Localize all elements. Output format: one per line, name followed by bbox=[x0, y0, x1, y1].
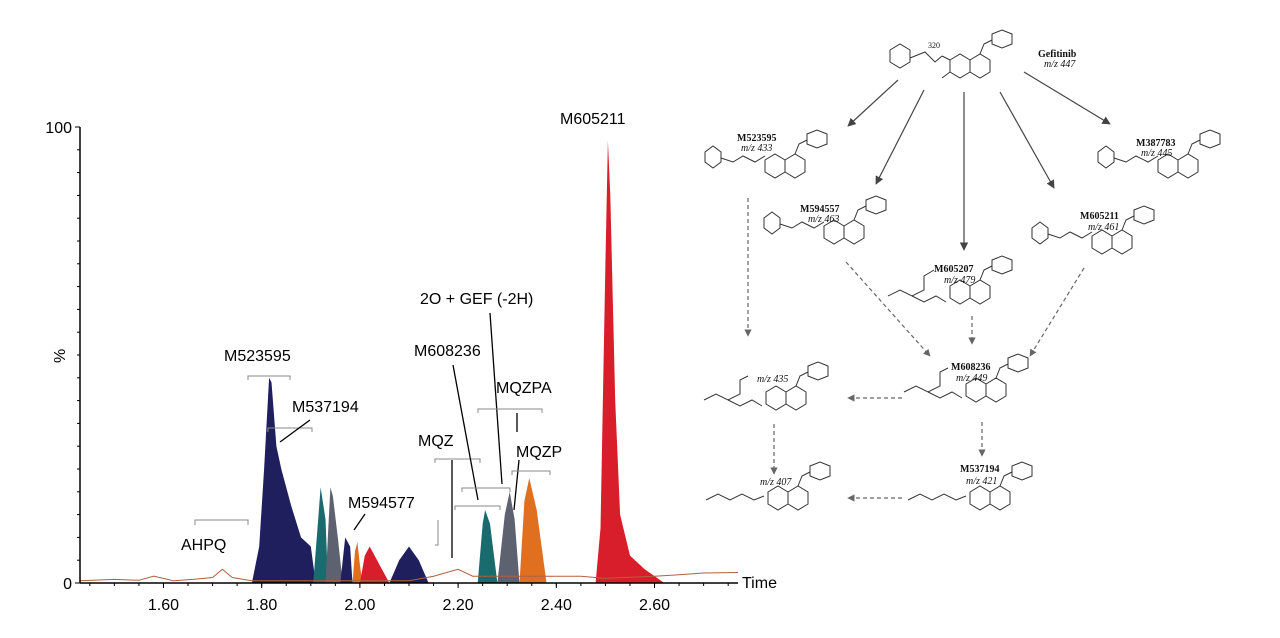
label-2o-gef: 2O + GEF (-2H) bbox=[420, 291, 533, 308]
mz435-label: m/z 435 bbox=[757, 374, 788, 385]
peak-annotations bbox=[194, 312, 551, 558]
bracket-m537194 bbox=[267, 427, 313, 432]
m523595-name: M523595 bbox=[737, 133, 776, 144]
bracket-ahpq bbox=[194, 519, 249, 525]
y-ticks: 0 100 bbox=[45, 120, 80, 593]
leader-m594577 bbox=[353, 513, 366, 531]
peak-area-6 bbox=[389, 546, 429, 583]
darrow-m605211-m608236 bbox=[1029, 267, 1085, 357]
peak-area-5 bbox=[359, 546, 390, 583]
peak-area-10 bbox=[595, 140, 665, 583]
darrow-m594557-m608236 bbox=[845, 261, 931, 357]
bracket-mqzpa bbox=[477, 408, 543, 413]
m608236-mz: m/z 449 bbox=[956, 373, 987, 384]
structure-m387783 bbox=[1097, 129, 1221, 179]
leader-m608236 bbox=[452, 364, 479, 501]
x-tick-label: 2.40 bbox=[541, 597, 572, 614]
peak-area-4 bbox=[352, 542, 363, 583]
label-mqz: MQZ bbox=[418, 433, 454, 450]
m537194-mz: m/z 421 bbox=[966, 476, 997, 487]
bracket-m523595 bbox=[247, 375, 291, 380]
label-mqzpa: MQZPA bbox=[496, 380, 552, 397]
chromatogram-panel: 1.60 1.80 2.00 2.20 2.40 2.60 0 100 Time % AHP… bbox=[45, 111, 777, 614]
peak-area-2 bbox=[325, 487, 343, 583]
peak-area-7 bbox=[477, 510, 498, 583]
peak-areas bbox=[251, 140, 665, 583]
x-tick-label: 2.00 bbox=[344, 597, 375, 614]
structure-m537194 bbox=[907, 461, 1033, 511]
label-m523595: M523595 bbox=[224, 348, 291, 365]
x-tick-label: 2.20 bbox=[443, 597, 474, 614]
arrow-to-m605211 bbox=[999, 91, 1055, 189]
bracket-mqzp bbox=[511, 470, 551, 475]
label-m608236: M608236 bbox=[414, 343, 481, 360]
structure-m608236 bbox=[903, 353, 1029, 403]
x-tick-label: 1.80 bbox=[246, 597, 277, 614]
bracket-mqz-low bbox=[435, 520, 439, 546]
structure-mz435 bbox=[703, 361, 829, 411]
peak-area-9 bbox=[519, 478, 547, 583]
structure-m523595 bbox=[704, 129, 828, 179]
m537194-name: M537194 bbox=[960, 464, 999, 475]
label-ahpq: AHPQ bbox=[181, 537, 226, 554]
metabolic-scheme: Gefitinib m/z 447 320 M523595 m/z 433 M3… bbox=[703, 29, 1221, 511]
leader-mqzp bbox=[513, 459, 520, 511]
m605211-name: M605211 bbox=[1080, 211, 1119, 222]
label-m594577: M594577 bbox=[348, 495, 415, 512]
gefitinib-mz: m/z 447 bbox=[1044, 59, 1076, 70]
peak-area-3 bbox=[340, 537, 353, 583]
bracket-m608236 bbox=[454, 505, 501, 510]
y-tick-label: 0 bbox=[63, 576, 72, 593]
m594557-mz: m/z 463 bbox=[808, 214, 839, 225]
leader-2o-gef bbox=[489, 312, 503, 485]
m608236-name: M608236 bbox=[951, 362, 990, 373]
arrow-to-m387783 bbox=[1023, 71, 1111, 125]
baseline-trace bbox=[79, 568, 739, 582]
y-axis-label: % bbox=[52, 349, 69, 363]
y-tick-label: 100 bbox=[45, 120, 72, 137]
structure-gefitinib bbox=[889, 29, 1013, 79]
fragment-label: 320 bbox=[928, 41, 940, 50]
x-axis-label: Time bbox=[742, 575, 777, 592]
m387783-name: M387783 bbox=[1136, 138, 1175, 149]
m387783-mz: m/z 445 bbox=[1141, 148, 1172, 159]
structure-mz407 bbox=[705, 461, 831, 511]
label-mqzp: MQZP bbox=[516, 444, 562, 461]
m605211-mz: m/z 461 bbox=[1088, 222, 1119, 233]
arrow-to-m523595 bbox=[847, 79, 899, 127]
x-tick-label: 1.60 bbox=[148, 597, 179, 614]
m605207-name: M605207 bbox=[934, 264, 973, 275]
m605207-mz: m/z 479 bbox=[944, 275, 975, 286]
gefitinib-name: Gefitinib bbox=[1038, 49, 1077, 60]
label-m605211-peak: M605211 bbox=[560, 111, 626, 128]
mz407-label: m/z 407 bbox=[760, 477, 792, 488]
label-m537194: M537194 bbox=[292, 399, 359, 416]
bracket-2o-gef bbox=[461, 487, 511, 492]
structure-m594557 bbox=[763, 195, 887, 245]
m594557-name: M594557 bbox=[800, 204, 839, 215]
x-tick-label: 2.60 bbox=[639, 597, 670, 614]
peak-area-1 bbox=[313, 487, 328, 583]
m523595-mz: m/z 433 bbox=[741, 143, 772, 154]
bracket-mqz bbox=[434, 458, 481, 463]
structure-m605207 bbox=[887, 255, 1013, 305]
x-ticks: 1.60 1.80 2.00 2.20 2.40 2.60 bbox=[89, 583, 729, 614]
leader-m537194 bbox=[279, 419, 311, 443]
structure-m605211 bbox=[1031, 205, 1155, 255]
peak-area-8 bbox=[497, 491, 520, 583]
arrow-to-m594557 bbox=[875, 89, 925, 185]
